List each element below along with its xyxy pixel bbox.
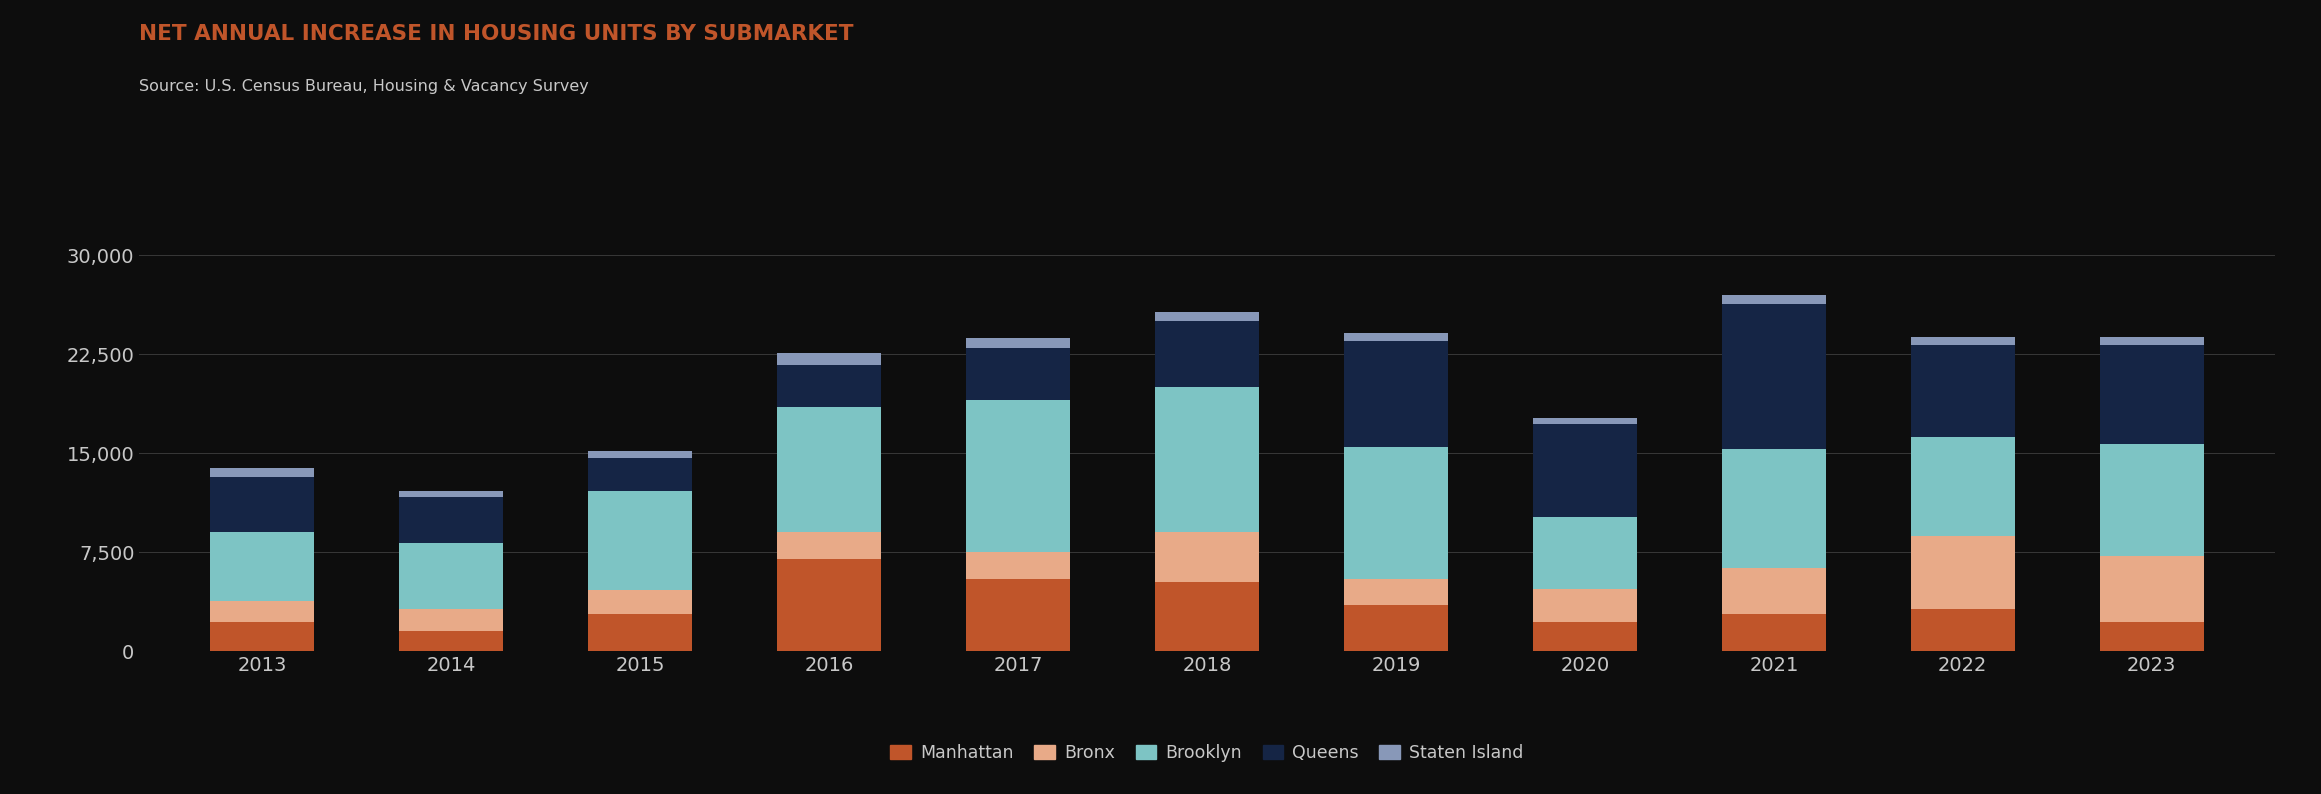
Bar (587, 614, 692, 651)
Bar (1344, 605, 1448, 651)
Bar (1910, 437, 2015, 536)
Bar (399, 497, 504, 543)
Bar (778, 407, 882, 532)
Bar (2101, 345, 2203, 444)
Bar (587, 491, 692, 591)
Bar (1532, 517, 1636, 589)
Bar (1344, 333, 1448, 341)
Bar (1156, 312, 1258, 322)
Bar (1910, 609, 2015, 651)
Bar (2101, 556, 2203, 622)
Legend: Manhattan, Bronx, Brooklyn, Queens, Staten Island: Manhattan, Bronx, Brooklyn, Queens, Stat… (884, 737, 1530, 769)
Bar (1344, 446, 1448, 579)
Bar (1156, 583, 1258, 651)
Bar (778, 532, 882, 559)
Bar (1910, 337, 2015, 345)
Bar (1156, 322, 1258, 387)
Bar (1532, 622, 1636, 651)
Text: NET ANNUAL INCREASE IN HOUSING UNITS BY SUBMARKET: NET ANNUAL INCREASE IN HOUSING UNITS BY … (139, 24, 854, 44)
Bar (1722, 449, 1827, 568)
Bar (2101, 622, 2203, 651)
Text: Source: U.S. Census Bureau, Housing & Vacancy Survey: Source: U.S. Census Bureau, Housing & Va… (139, 79, 590, 94)
Bar (587, 458, 692, 491)
Bar (1910, 345, 2015, 437)
Bar (1156, 532, 1258, 583)
Bar (399, 631, 504, 651)
Bar (778, 353, 882, 364)
Bar (778, 364, 882, 407)
Bar (1532, 589, 1636, 622)
Bar (1722, 614, 1827, 651)
Bar (399, 609, 504, 631)
Bar (1722, 304, 1827, 449)
Bar (1156, 387, 1258, 532)
Bar (211, 477, 313, 532)
Bar (966, 552, 1070, 579)
Bar (211, 622, 313, 651)
Bar (2101, 444, 2203, 556)
Bar (966, 400, 1070, 552)
Bar (211, 532, 313, 601)
Bar (966, 579, 1070, 651)
Bar (2101, 337, 2203, 345)
Bar (399, 491, 504, 497)
Bar (1722, 568, 1827, 614)
Bar (966, 348, 1070, 400)
Bar (1344, 579, 1448, 605)
Bar (211, 468, 313, 477)
Bar (1722, 295, 1827, 304)
Bar (966, 338, 1070, 348)
Bar (211, 601, 313, 622)
Bar (1344, 341, 1448, 446)
Bar (1532, 418, 1636, 424)
Bar (1910, 536, 2015, 609)
Bar (587, 591, 692, 614)
Bar (587, 450, 692, 458)
Bar (399, 543, 504, 609)
Bar (778, 559, 882, 651)
Bar (1532, 424, 1636, 517)
